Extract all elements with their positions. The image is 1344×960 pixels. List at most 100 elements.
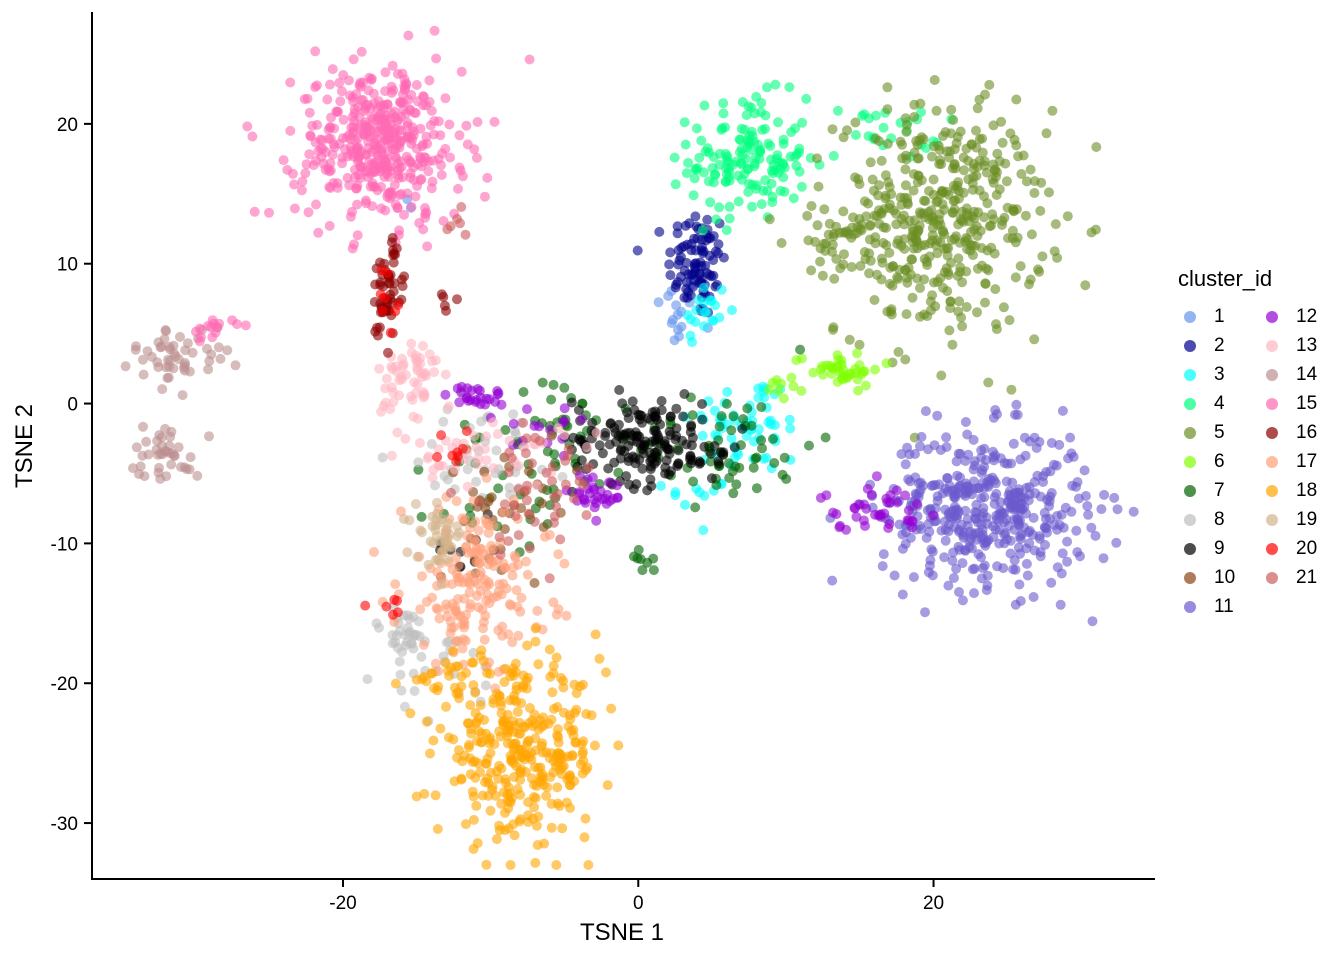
- data-point-cluster-5: [976, 260, 987, 271]
- data-point-cluster-9: [609, 457, 620, 468]
- data-point-cluster-21: [529, 516, 540, 527]
- data-point-cluster-17: [553, 604, 564, 615]
- data-point-cluster-11: [1041, 467, 1052, 477]
- data-point-cluster-5: [882, 104, 893, 115]
- data-point-cluster-5: [1016, 169, 1027, 179]
- legend-item-17: 17: [1260, 447, 1317, 476]
- data-point-cluster-17: [476, 544, 487, 555]
- data-point-cluster-3: [698, 282, 709, 293]
- data-point-cluster-5: [946, 235, 957, 246]
- data-point-cluster-5: [909, 112, 920, 122]
- data-point-cluster-15: [411, 80, 422, 90]
- data-point-cluster-8: [438, 416, 449, 427]
- data-point-cluster-13: [471, 442, 482, 453]
- data-point-cluster-12: [492, 386, 503, 396]
- data-point-cluster-15: [301, 159, 312, 170]
- data-point-cluster-18: [481, 859, 492, 870]
- data-point-cluster-12: [907, 516, 918, 527]
- data-point-cluster-5: [900, 180, 911, 191]
- data-point-cluster-15: [381, 123, 392, 134]
- data-point-cluster-5: [829, 273, 840, 284]
- data-point-cluster-5: [952, 270, 963, 281]
- data-point-cluster-3: [699, 307, 710, 318]
- data-point-cluster-15: [402, 132, 413, 143]
- data-point-cluster-11: [1031, 443, 1042, 453]
- data-point-cluster-4: [691, 123, 702, 134]
- data-point-cluster-4: [710, 170, 721, 180]
- data-point-cluster-7: [546, 394, 557, 405]
- data-point-cluster-4: [670, 179, 681, 190]
- legend-item-4: 4: [1178, 389, 1225, 418]
- data-point-cluster-18: [477, 790, 488, 801]
- data-point-cluster-11: [943, 580, 954, 591]
- data-point-cluster-5: [977, 147, 988, 158]
- data-point-cluster-15: [471, 152, 482, 163]
- data-point-cluster-8: [413, 616, 424, 627]
- data-point-cluster-17: [507, 637, 518, 648]
- data-point-cluster-15: [289, 203, 300, 214]
- data-point-cluster-17: [442, 611, 453, 622]
- data-point-cluster-17: [450, 602, 461, 613]
- data-point-cluster-14: [175, 331, 185, 342]
- data-point-cluster-17: [453, 635, 464, 646]
- data-point-cluster-15: [353, 170, 364, 181]
- data-point-cluster-15: [427, 176, 438, 187]
- data-point-cluster-5: [924, 238, 935, 249]
- data-point-cluster-15: [349, 135, 360, 146]
- data-point-cluster-11: [1057, 548, 1068, 559]
- data-point-cluster-5: [1035, 205, 1046, 216]
- data-point-cluster-18: [544, 644, 555, 655]
- data-point-cluster-5: [979, 212, 990, 223]
- data-point-cluster-14: [161, 362, 171, 373]
- data-point-cluster-7: [820, 432, 831, 443]
- data-point-cluster-18: [552, 798, 563, 809]
- data-point-cluster-9: [604, 439, 615, 450]
- data-point-cluster-18: [493, 773, 504, 784]
- data-point-cluster-12: [452, 383, 463, 394]
- data-point-cluster-15: [348, 54, 359, 65]
- data-point-cluster-18: [500, 663, 511, 674]
- data-point-cluster-15: [393, 114, 404, 125]
- data-point-cluster-12: [591, 515, 602, 526]
- data-point-cluster-17: [451, 496, 462, 507]
- data-point-cluster-14: [164, 342, 175, 352]
- data-point-cluster-11: [981, 455, 991, 465]
- data-point-cluster-4: [756, 199, 767, 210]
- data-point-cluster-11: [878, 549, 889, 560]
- data-point-cluster-17: [532, 605, 543, 616]
- data-point-cluster-7: [723, 458, 734, 469]
- data-point-cluster-4: [743, 187, 754, 197]
- data-point-cluster-21: [541, 467, 552, 478]
- data-point-cluster-11: [1038, 477, 1048, 487]
- data-point-cluster-17: [559, 558, 570, 569]
- data-point-cluster-11: [1071, 525, 1082, 536]
- data-point-cluster-18: [571, 688, 582, 699]
- data-point-cluster-18: [500, 774, 511, 785]
- data-point-cluster-14: [131, 442, 142, 453]
- data-point-cluster-13: [433, 444, 444, 455]
- data-point-cluster-9: [671, 423, 682, 434]
- data-point-cluster-5: [887, 280, 898, 291]
- data-point-cluster-4: [754, 154, 765, 164]
- data-point-cluster-9: [699, 441, 710, 452]
- data-point-cluster-4: [704, 147, 715, 158]
- data-point-cluster-11: [1012, 514, 1023, 525]
- data-point-cluster-3: [726, 433, 737, 444]
- data-point-cluster-15: [282, 164, 293, 175]
- data-point-cluster-15: [325, 79, 335, 90]
- data-point-cluster-15: [401, 108, 412, 119]
- data-point-cluster-8: [480, 680, 491, 691]
- data-point-cluster-15: [345, 211, 356, 222]
- data-point-cluster-18: [508, 716, 518, 727]
- data-point-cluster-5: [1052, 252, 1063, 263]
- data-point-cluster-21: [560, 479, 571, 490]
- data-point-cluster-13: [385, 404, 396, 415]
- data-point-cluster-11: [968, 434, 979, 445]
- data-point-cluster-6: [764, 384, 774, 395]
- data-point-cluster-15: [426, 105, 437, 116]
- data-point-cluster-13: [392, 427, 403, 438]
- data-point-cluster-13: [488, 463, 499, 474]
- data-point-cluster-8: [471, 476, 482, 487]
- data-point-cluster-20: [376, 265, 387, 276]
- data-point-cluster-13: [462, 481, 473, 492]
